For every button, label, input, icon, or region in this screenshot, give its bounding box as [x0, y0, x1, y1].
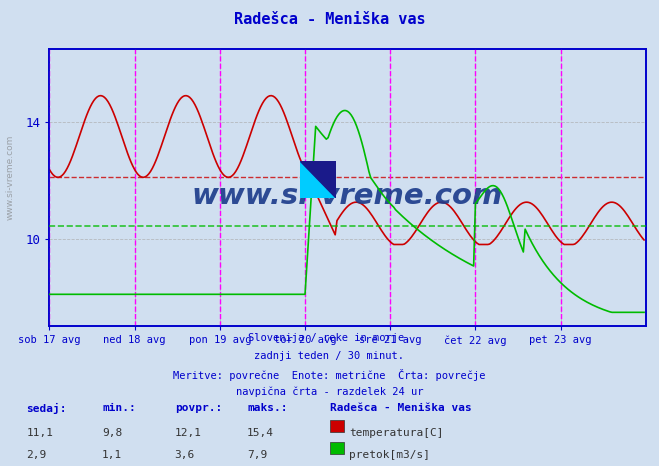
Text: 7,9: 7,9 — [247, 450, 268, 460]
Text: sedaj:: sedaj: — [26, 403, 67, 414]
Text: Meritve: povrečne  Enote: metrične  Črta: povrečje: Meritve: povrečne Enote: metrične Črta: … — [173, 369, 486, 381]
Text: min.:: min.: — [102, 403, 136, 413]
Polygon shape — [300, 161, 336, 198]
Polygon shape — [300, 161, 336, 198]
Text: 15,4: 15,4 — [247, 428, 274, 438]
Text: 1,1: 1,1 — [102, 450, 123, 460]
Text: 11,1: 11,1 — [26, 428, 53, 438]
Text: 2,9: 2,9 — [26, 450, 47, 460]
Text: maks.:: maks.: — [247, 403, 287, 413]
Text: povpr.:: povpr.: — [175, 403, 222, 413]
Text: Slovenija / reke in morje.: Slovenija / reke in morje. — [248, 333, 411, 343]
Text: Radešca - Meniška vas: Radešca - Meniška vas — [330, 403, 471, 413]
Text: www.si-vreme.com: www.si-vreme.com — [192, 182, 503, 210]
Text: www.si-vreme.com: www.si-vreme.com — [5, 134, 14, 220]
Text: pretok[m3/s]: pretok[m3/s] — [349, 450, 430, 460]
Text: Radešca - Meniška vas: Radešca - Meniška vas — [234, 12, 425, 27]
Text: navpična črta - razdelek 24 ur: navpična črta - razdelek 24 ur — [236, 386, 423, 397]
Text: 3,6: 3,6 — [175, 450, 195, 460]
Text: 9,8: 9,8 — [102, 428, 123, 438]
Text: 12,1: 12,1 — [175, 428, 202, 438]
Text: zadnji teden / 30 minut.: zadnji teden / 30 minut. — [254, 351, 405, 361]
Text: temperatura[C]: temperatura[C] — [349, 428, 444, 438]
